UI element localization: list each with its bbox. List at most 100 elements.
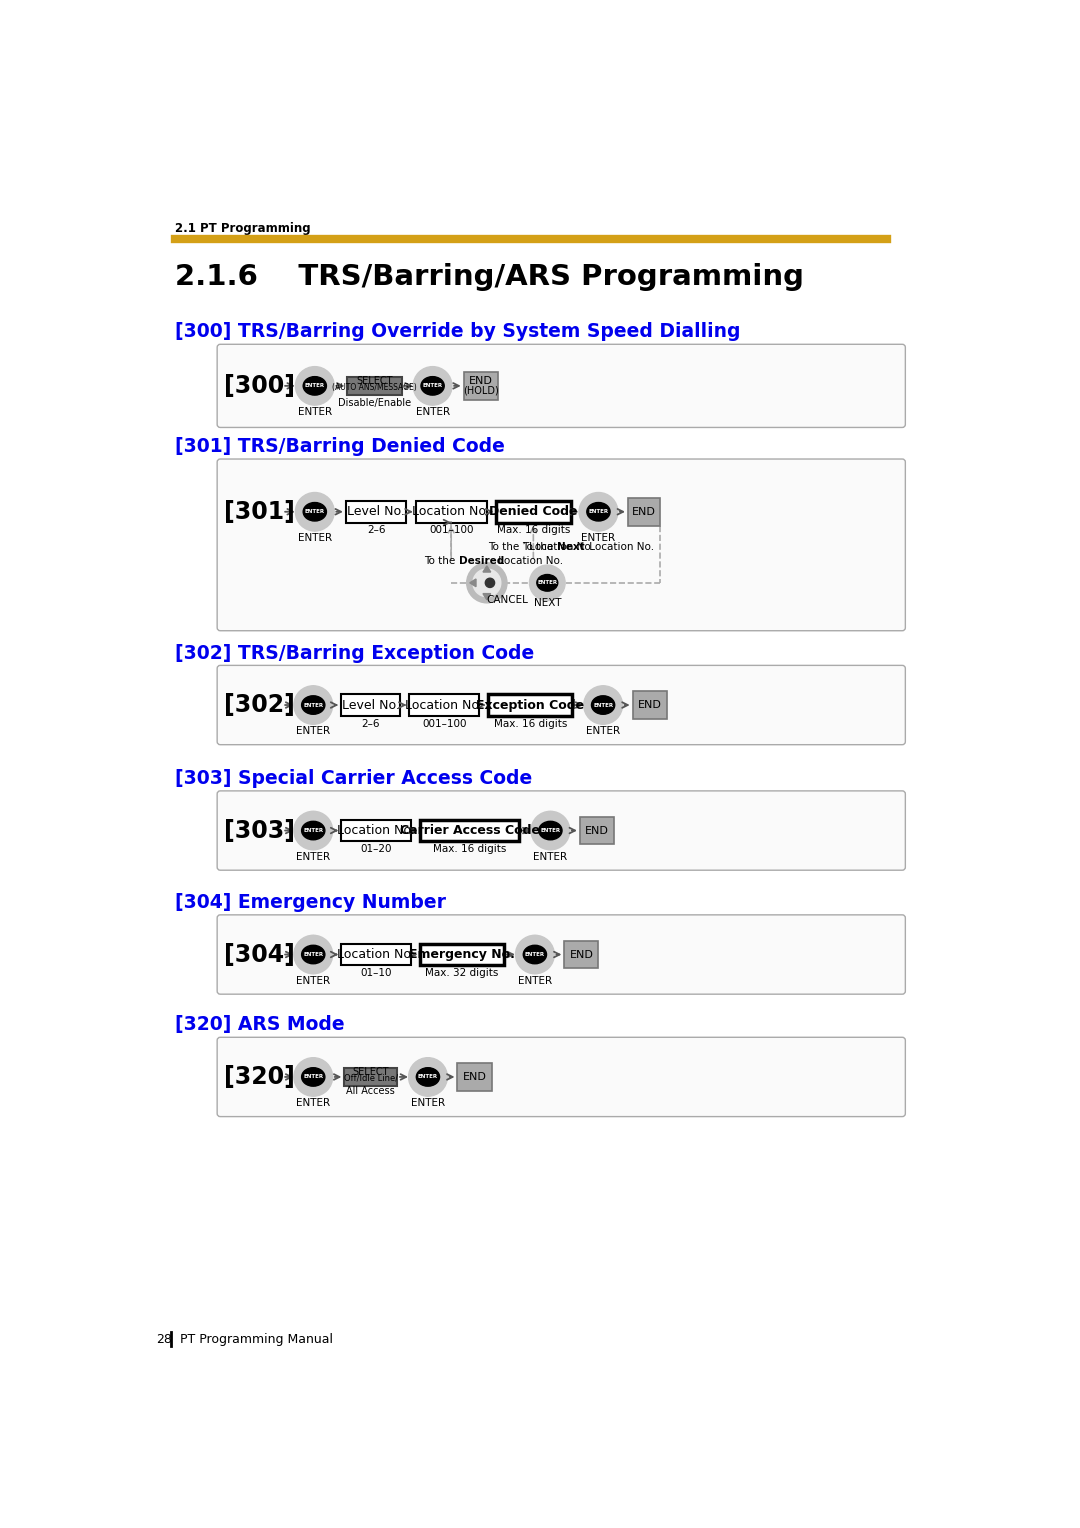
Polygon shape	[470, 579, 476, 587]
Polygon shape	[483, 565, 490, 571]
Text: [304]: [304]	[224, 943, 295, 967]
Polygon shape	[311, 526, 319, 532]
Text: 001–100: 001–100	[429, 526, 473, 535]
FancyBboxPatch shape	[458, 1063, 491, 1091]
FancyBboxPatch shape	[565, 941, 598, 969]
Polygon shape	[309, 845, 318, 850]
FancyBboxPatch shape	[217, 344, 905, 428]
Polygon shape	[599, 718, 607, 724]
FancyBboxPatch shape	[488, 694, 572, 715]
Polygon shape	[595, 492, 603, 498]
Text: END: END	[462, 1073, 486, 1082]
Text: NEXT: NEXT	[534, 597, 561, 608]
Ellipse shape	[301, 695, 325, 714]
Polygon shape	[595, 526, 603, 532]
Text: 01–10: 01–10	[361, 969, 392, 978]
Polygon shape	[599, 686, 607, 691]
Ellipse shape	[416, 1068, 440, 1086]
FancyBboxPatch shape	[217, 1038, 905, 1117]
Polygon shape	[531, 969, 539, 973]
FancyBboxPatch shape	[217, 792, 905, 871]
Text: ENTER: ENTER	[422, 384, 443, 388]
Polygon shape	[546, 811, 554, 816]
Text: 2–6: 2–6	[367, 526, 386, 535]
Text: [300] TRS/Barring Override by System Speed Dialling: [300] TRS/Barring Override by System Spe…	[175, 322, 741, 341]
Polygon shape	[429, 367, 436, 371]
Text: To the ’ Location No.: To the ’ Location No.	[488, 542, 594, 553]
Text: Max. 16 digits: Max. 16 digits	[497, 526, 570, 535]
Text: Level No.: Level No.	[347, 506, 405, 518]
Circle shape	[294, 1057, 333, 1096]
Text: Exception Code: Exception Code	[476, 698, 584, 712]
Text: ENTER: ENTER	[517, 976, 552, 986]
FancyBboxPatch shape	[341, 694, 400, 715]
Polygon shape	[531, 935, 539, 941]
FancyBboxPatch shape	[217, 458, 905, 631]
Circle shape	[296, 367, 334, 405]
Text: [303]: [303]	[224, 819, 295, 842]
Text: 2–6: 2–6	[362, 718, 380, 729]
Text: ENTER: ENTER	[593, 703, 613, 707]
Polygon shape	[429, 400, 436, 405]
FancyBboxPatch shape	[348, 376, 402, 396]
Text: ENTER: ENTER	[305, 384, 325, 388]
Text: ENTER: ENTER	[303, 952, 323, 957]
FancyBboxPatch shape	[341, 819, 410, 842]
Polygon shape	[311, 400, 319, 405]
Text: ENTER: ENTER	[298, 533, 332, 542]
Text: ENTER: ENTER	[540, 828, 561, 833]
Polygon shape	[309, 1057, 318, 1063]
Polygon shape	[546, 845, 554, 850]
Ellipse shape	[537, 575, 557, 591]
Text: CANCEL: CANCEL	[487, 594, 529, 605]
Circle shape	[473, 568, 501, 597]
Text: ENTER: ENTER	[296, 1099, 330, 1108]
Circle shape	[294, 686, 333, 724]
Text: ENTER: ENTER	[298, 406, 332, 417]
FancyBboxPatch shape	[463, 371, 498, 400]
Text: 2.1.6    TRS/Barring/ARS Programming: 2.1.6 TRS/Barring/ARS Programming	[175, 263, 805, 292]
FancyBboxPatch shape	[345, 1068, 397, 1086]
Circle shape	[579, 492, 618, 532]
FancyBboxPatch shape	[416, 501, 487, 523]
Text: END: END	[569, 949, 593, 960]
Circle shape	[583, 686, 622, 724]
Polygon shape	[311, 367, 319, 371]
Polygon shape	[424, 1091, 432, 1096]
Ellipse shape	[301, 1068, 325, 1086]
Polygon shape	[309, 969, 318, 973]
Text: ENTER: ENTER	[296, 851, 330, 862]
Ellipse shape	[303, 376, 326, 396]
Polygon shape	[309, 811, 318, 816]
Ellipse shape	[592, 695, 615, 714]
Text: PT Programming Manual: PT Programming Manual	[180, 1332, 333, 1346]
Polygon shape	[424, 1057, 432, 1063]
FancyBboxPatch shape	[496, 501, 570, 523]
Text: Max. 16 digits: Max. 16 digits	[433, 843, 507, 854]
Text: SELECT: SELECT	[356, 376, 393, 387]
Circle shape	[531, 811, 570, 850]
Text: To the: To the	[522, 542, 556, 553]
Text: SELECT: SELECT	[352, 1067, 389, 1077]
Text: ENTER: ENTER	[296, 976, 330, 986]
FancyBboxPatch shape	[627, 498, 661, 526]
Polygon shape	[543, 565, 551, 570]
Text: Max. 16 digits: Max. 16 digits	[494, 718, 567, 729]
Text: END: END	[469, 376, 492, 387]
Circle shape	[467, 562, 507, 604]
Polygon shape	[309, 686, 318, 691]
FancyBboxPatch shape	[420, 944, 504, 966]
Text: [301]: [301]	[224, 500, 295, 524]
FancyBboxPatch shape	[633, 691, 666, 718]
Text: [304] Emergency Number: [304] Emergency Number	[175, 892, 446, 912]
FancyBboxPatch shape	[409, 694, 480, 715]
Text: ENTER: ENTER	[296, 726, 330, 736]
Polygon shape	[309, 1091, 318, 1096]
Ellipse shape	[539, 822, 562, 840]
Circle shape	[529, 565, 565, 601]
Text: 01–20: 01–20	[361, 843, 392, 854]
FancyBboxPatch shape	[341, 944, 410, 966]
Text: ENTER: ENTER	[525, 952, 545, 957]
Text: END: END	[585, 825, 609, 836]
Text: [303] Special Carrier Access Code: [303] Special Carrier Access Code	[175, 769, 532, 788]
